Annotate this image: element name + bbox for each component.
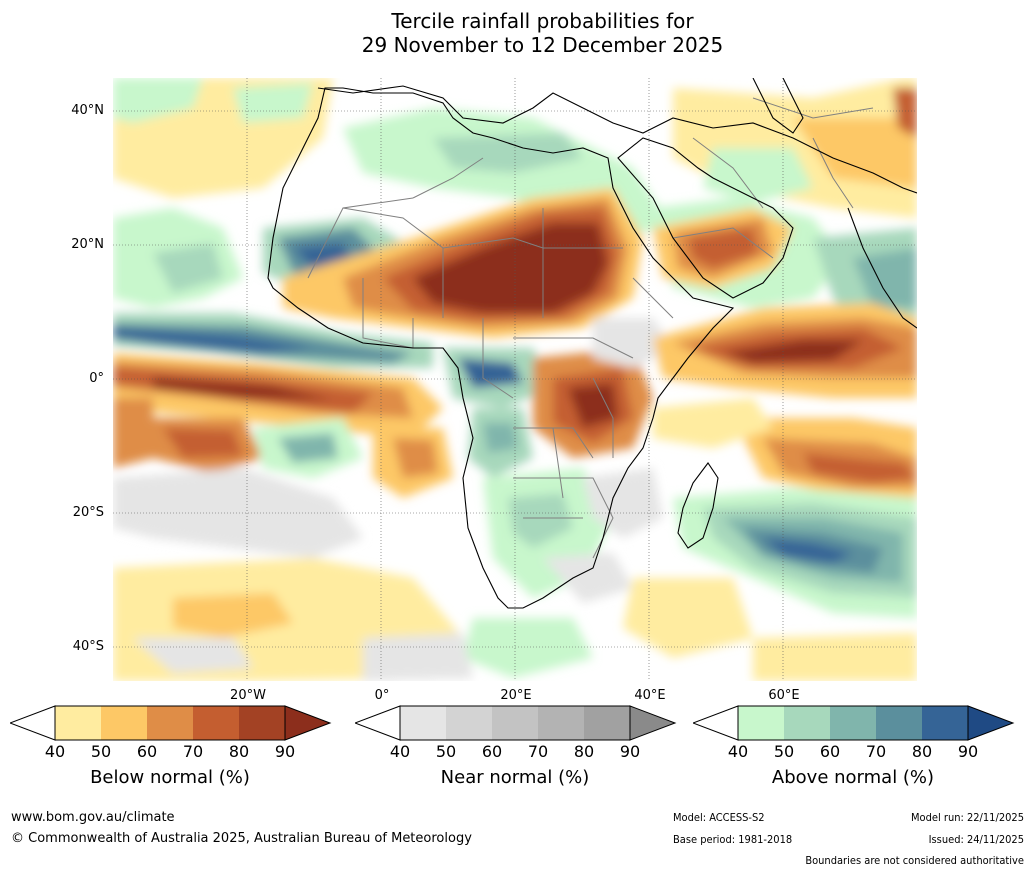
lat-label-eq: 0° xyxy=(89,371,104,386)
map-title-line-1: Tercile rainfall probabilities for xyxy=(391,9,694,33)
colorbar-near-segment xyxy=(584,706,630,740)
colorbar-near-tick: 50 xyxy=(435,742,457,761)
colorbar-below-tick: 40 xyxy=(44,742,66,761)
colorbar-above-tick: 40 xyxy=(727,742,749,761)
colorbar-above-segment xyxy=(876,706,922,740)
colorbar-above-tick: 80 xyxy=(911,742,933,761)
colorbar-above-segment xyxy=(830,706,876,740)
lon-label-20w: 20°W xyxy=(230,688,266,703)
colorbar-below-max-arrow xyxy=(284,705,332,741)
colorbar-above-min-arrow xyxy=(693,705,739,741)
colorbar-near-segment xyxy=(400,706,446,740)
graticule xyxy=(113,78,917,681)
colorbar-near-segment xyxy=(538,706,584,740)
colorbar-near-tick: 60 xyxy=(481,742,503,761)
probability-shading xyxy=(113,78,917,681)
footer-website-link[interactable]: www.bom.gov.au/climate xyxy=(11,810,175,825)
lon-label-60e: 60°E xyxy=(768,688,800,703)
colorbar-below-segment xyxy=(55,706,101,740)
colorbar-below-normal xyxy=(10,705,332,741)
lat-label-40s: 40°S xyxy=(72,639,104,654)
colorbar-near-tick: 80 xyxy=(573,742,595,761)
colorbar-above-tick: 70 xyxy=(865,742,887,761)
lat-label-40n: 40°N xyxy=(71,103,104,118)
footer-model-run: Model run: 22/11/2025 xyxy=(911,811,1024,824)
footer-copyright: © Commonwealth of Australia 2025, Austra… xyxy=(11,831,472,846)
lon-label-40e: 40°E xyxy=(634,688,666,703)
colorbar-above-normal xyxy=(693,705,1015,741)
lon-label-20e: 20°E xyxy=(500,688,532,703)
colorbar-above-tick: 90 xyxy=(957,742,979,761)
footer-base-period: Base period: 1981-2018 xyxy=(673,833,793,846)
colorbar-near-max-arrow xyxy=(629,705,677,741)
colorbar-above-tick: 50 xyxy=(773,742,795,761)
lat-label-20s: 20°S xyxy=(72,505,104,520)
colorbar-below-segment xyxy=(239,706,285,740)
footer-disclaimer: Boundaries are not considered authoritat… xyxy=(805,854,1024,867)
colorbar-near-segment xyxy=(492,706,538,740)
lat-label-20n: 20°N xyxy=(71,237,104,252)
probability-map xyxy=(113,78,917,681)
colorbar-below-tick: 90 xyxy=(274,742,296,761)
colorbar-above-max-arrow xyxy=(967,705,1015,741)
colorbar-below-segment xyxy=(193,706,239,740)
colorbar-below-label: Below normal (%) xyxy=(90,767,250,788)
colorbar-above-label: Above normal (%) xyxy=(771,767,935,788)
colorbar-below-tick: 70 xyxy=(182,742,204,761)
colorbar-near-label: Near normal (%) xyxy=(440,767,590,788)
colorbar-near-segment xyxy=(446,706,492,740)
colorbar-near-tick: 70 xyxy=(527,742,549,761)
colorbar-above-tick: 60 xyxy=(819,742,841,761)
colorbar-below-segment xyxy=(101,706,147,740)
colorbar-below-min-arrow xyxy=(10,705,56,741)
map-svg xyxy=(113,78,917,681)
colorbar-near-normal xyxy=(355,705,677,741)
map-title-line-2: 29 November to 12 December 2025 xyxy=(361,33,724,57)
colorbar-below-tick: 80 xyxy=(228,742,250,761)
colorbar-below-tick: 50 xyxy=(90,742,112,761)
colorbar-below-tick: 60 xyxy=(136,742,158,761)
footer-model: Model: ACCESS-S2 xyxy=(673,811,765,824)
colorbar-near-tick: 40 xyxy=(389,742,411,761)
coastlines xyxy=(267,78,917,609)
colorbar-above-segment xyxy=(784,706,830,740)
colorbar-near-tick: 90 xyxy=(619,742,641,761)
colorbar-above-segment xyxy=(738,706,784,740)
colorbar-above-segment xyxy=(922,706,968,740)
colorbar-near-min-arrow xyxy=(355,705,401,741)
country-borders xyxy=(307,97,874,559)
colorbar-below-segment xyxy=(147,706,193,740)
lon-label-0: 0° xyxy=(374,688,390,703)
footer-issued: Issued: 24/11/2025 xyxy=(928,833,1024,846)
